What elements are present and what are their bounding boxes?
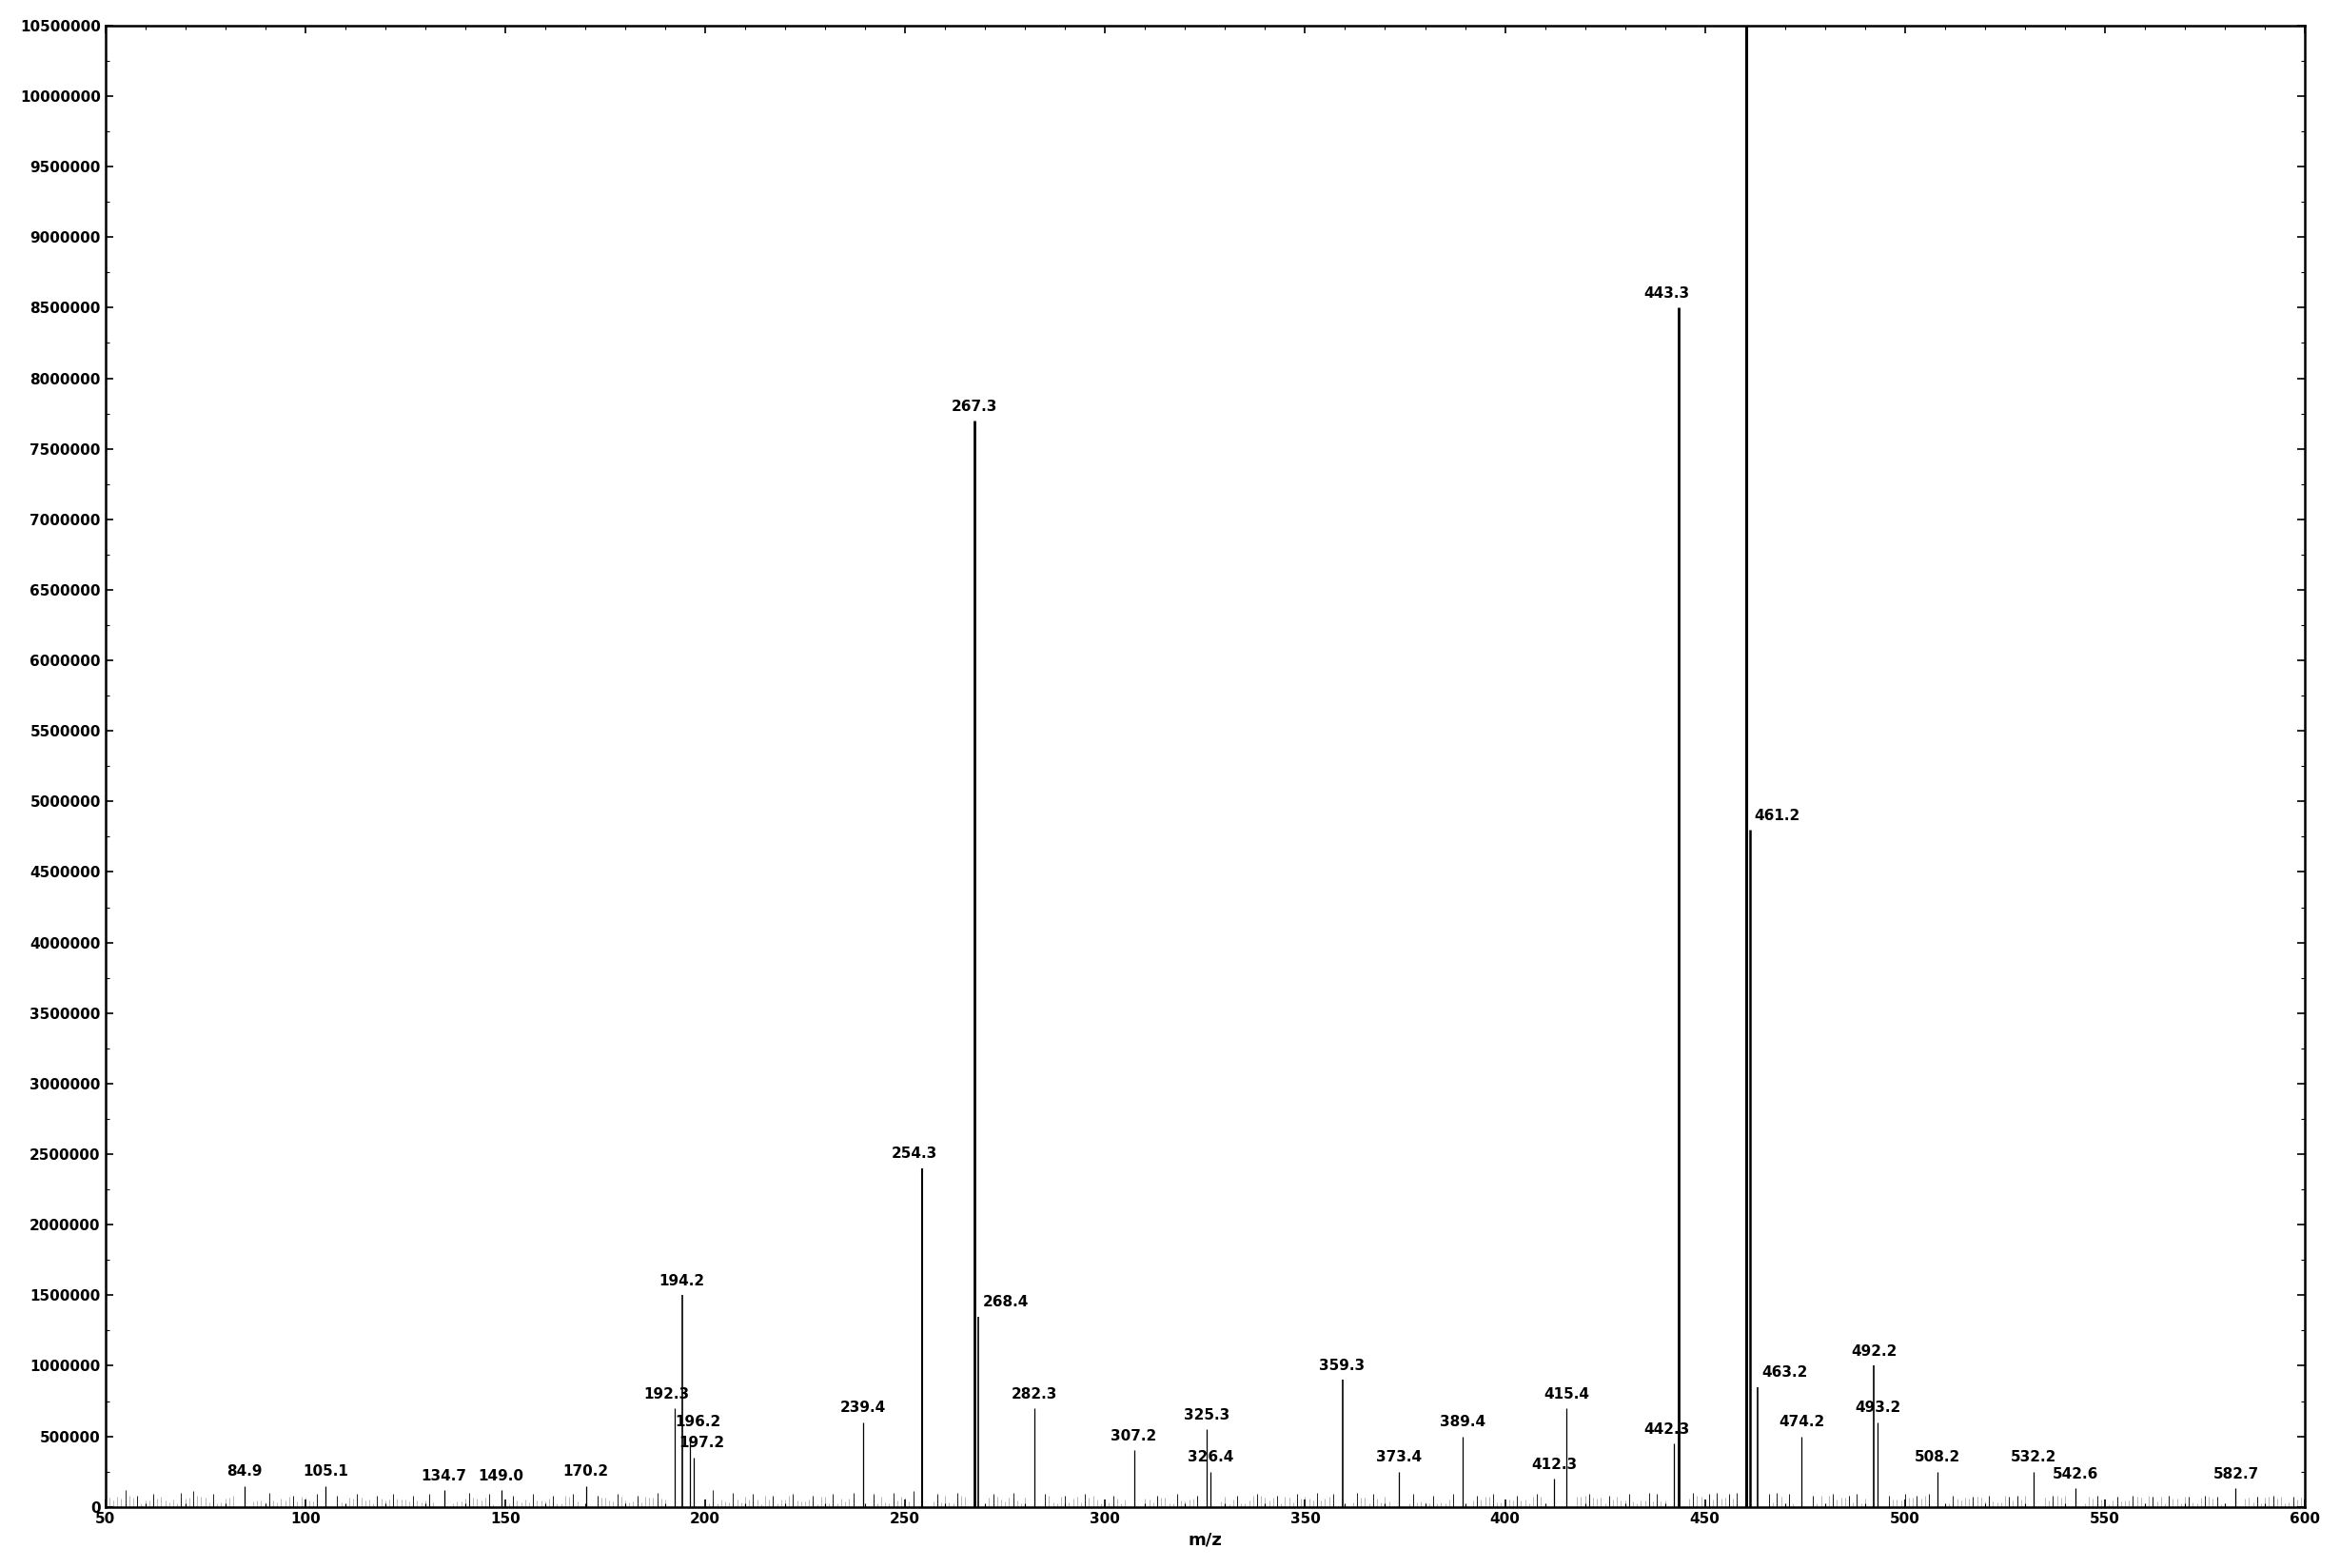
Text: 493.2: 493.2 xyxy=(1856,1400,1900,1416)
Text: 197.2: 197.2 xyxy=(679,1436,725,1450)
Text: 268.4: 268.4 xyxy=(983,1295,1030,1309)
Text: 532.2: 532.2 xyxy=(2010,1450,2057,1465)
Text: 461.2: 461.2 xyxy=(1753,809,1799,823)
Text: 170.2: 170.2 xyxy=(564,1465,608,1479)
Text: 254.3: 254.3 xyxy=(892,1146,938,1162)
Text: 582.7: 582.7 xyxy=(2214,1468,2258,1482)
Text: 474.2: 474.2 xyxy=(1778,1414,1825,1430)
Text: 105.1: 105.1 xyxy=(302,1465,349,1479)
Text: 443.3: 443.3 xyxy=(1643,287,1689,301)
Text: 542.6: 542.6 xyxy=(2052,1468,2099,1482)
Text: 415.4: 415.4 xyxy=(1544,1386,1589,1402)
Text: 389.4: 389.4 xyxy=(1439,1414,1486,1430)
Text: 267.3: 267.3 xyxy=(952,400,997,414)
Text: 84.9: 84.9 xyxy=(227,1465,262,1479)
X-axis label: m/z: m/z xyxy=(1189,1530,1221,1548)
Text: 359.3: 359.3 xyxy=(1320,1358,1364,1374)
Text: 196.2: 196.2 xyxy=(674,1414,721,1430)
Text: 442.3: 442.3 xyxy=(1643,1422,1689,1436)
Text: 463.2: 463.2 xyxy=(1762,1366,1809,1380)
Text: 373.4: 373.4 xyxy=(1376,1450,1423,1465)
Text: 492.2: 492.2 xyxy=(1851,1344,1898,1359)
Text: 239.4: 239.4 xyxy=(840,1400,885,1416)
Text: 282.3: 282.3 xyxy=(1011,1386,1058,1402)
Text: 192.3: 192.3 xyxy=(644,1386,690,1402)
Text: 508.2: 508.2 xyxy=(1914,1450,1961,1465)
Text: 325.3: 325.3 xyxy=(1184,1408,1228,1422)
Text: 194.2: 194.2 xyxy=(660,1273,704,1289)
Text: 134.7: 134.7 xyxy=(421,1469,466,1483)
Text: 307.2: 307.2 xyxy=(1111,1428,1156,1444)
Text: 326.4: 326.4 xyxy=(1189,1450,1233,1465)
Text: 412.3: 412.3 xyxy=(1530,1457,1577,1472)
Text: 149.0: 149.0 xyxy=(477,1469,524,1483)
